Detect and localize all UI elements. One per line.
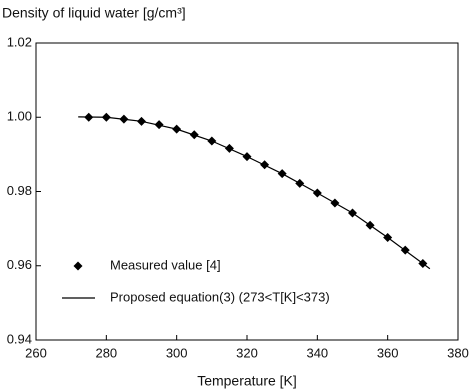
y-tick-label: 0.94 [7, 331, 32, 346]
x-tick-label: 340 [306, 345, 328, 360]
x-tick-label: 300 [166, 345, 188, 360]
legend-label: Measured value [4] [110, 257, 221, 272]
chart-title: Density of liquid water [g/cm³] [2, 5, 186, 21]
x-tick-label: 360 [377, 345, 399, 360]
legend-label: Proposed equation(3) (273<T[K]<373) [110, 289, 330, 304]
legend-symbol [73, 261, 83, 271]
x-axis-label: Temperature [K] [197, 373, 297, 389]
x-tick-label: 260 [25, 345, 47, 360]
x-tick-label: 380 [447, 345, 469, 360]
x-tick-label: 320 [236, 345, 258, 360]
y-tick-label: 1.00 [7, 109, 32, 124]
y-tick-label: 0.96 [7, 257, 32, 272]
y-tick-label: 1.02 [7, 34, 32, 49]
x-tick-label: 280 [95, 345, 117, 360]
y-tick-label: 0.98 [7, 183, 32, 198]
fit-line [78, 116, 431, 270]
